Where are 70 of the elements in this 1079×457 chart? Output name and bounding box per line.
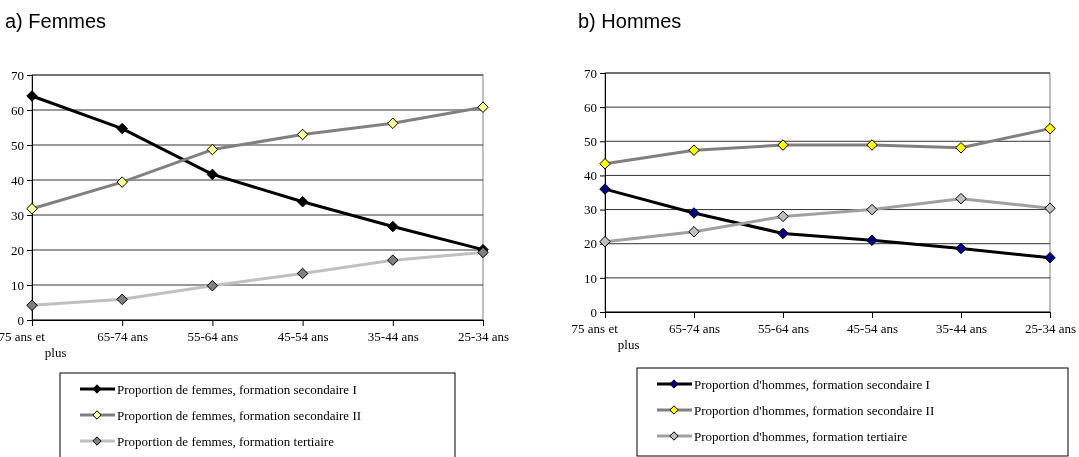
point — [26, 90, 38, 102]
point — [866, 139, 878, 151]
chart-title: a) Femmes — [5, 10, 107, 32]
point — [26, 202, 38, 215]
y-tick-label: 60 — [11, 102, 24, 118]
legend-label: Proportion d'hommes, formation secondaire I — [694, 377, 930, 392]
x-tick-label: 75 ans et plus — [0, 329, 67, 360]
point — [387, 220, 399, 233]
y-tick-label: 50 — [584, 133, 597, 149]
y-tick-label: 40 — [11, 172, 24, 188]
point — [116, 122, 128, 135]
legend-label: Proportion d'hommes, formation tertiaire — [694, 429, 908, 444]
x-tick-label: 65-74 ans — [669, 321, 720, 337]
point — [599, 183, 611, 195]
y-tick-label: 30 — [11, 207, 24, 223]
x-tick-label: 55-64 ans — [758, 321, 809, 337]
legend-label: Proportion de femmes, formation tertiaire — [117, 434, 335, 449]
point — [866, 203, 878, 216]
x-tick-label: 45-54 ans — [847, 321, 898, 337]
point — [688, 144, 700, 156]
y-tick-label: 10 — [11, 277, 24, 293]
point — [477, 101, 489, 113]
y-tick-label: 0 — [17, 312, 24, 328]
x-tick-label: 35-44 ans — [367, 329, 419, 345]
point — [777, 139, 789, 151]
y-tick-label: 60 — [584, 99, 597, 115]
point — [296, 128, 309, 141]
point — [1044, 251, 1056, 264]
point — [26, 299, 38, 312]
x-tick-label: 25-34 ans — [458, 329, 509, 345]
y-tick-label: 70 — [11, 67, 24, 83]
x-tick-label: 25-34 ans — [1025, 321, 1076, 337]
point — [688, 226, 700, 238]
y-tick-label: 20 — [584, 236, 597, 252]
point — [296, 267, 309, 280]
chart-title: b) Hommes — [578, 10, 682, 32]
point — [206, 143, 219, 156]
point — [206, 279, 219, 292]
point — [1044, 202, 1056, 214]
point — [206, 168, 219, 181]
x-tick-label: 45-54 ans — [277, 329, 329, 345]
point — [116, 176, 128, 188]
point — [777, 227, 789, 240]
y-tick-label: 10 — [584, 270, 597, 286]
x-tick-label: 35-44 ans — [936, 321, 987, 337]
point — [387, 254, 399, 266]
point — [599, 235, 611, 248]
point — [688, 207, 700, 219]
point — [777, 210, 789, 223]
x-tick-label: 55-64 ans — [187, 329, 239, 345]
point — [296, 195, 309, 208]
y-tick-label: 30 — [584, 202, 597, 218]
legend-label: Proportion d'hommes, formation secondaire II — [694, 403, 935, 418]
y-tick-label: 70 — [584, 65, 597, 81]
point — [599, 158, 611, 170]
point — [955, 242, 967, 255]
y-tick-label: 50 — [11, 137, 24, 153]
point — [116, 293, 128, 306]
point — [866, 234, 878, 247]
legend-label: Proportion de femmes, formation secondaire I — [117, 382, 357, 397]
point — [387, 117, 399, 130]
y-tick-label: 40 — [584, 168, 597, 184]
point — [1044, 122, 1056, 135]
point — [955, 192, 967, 205]
point — [955, 142, 967, 154]
legend-label: Proportion de femmes, formation secondaire II — [117, 408, 362, 423]
y-tick-label: 20 — [11, 242, 24, 258]
x-tick-label: 65-74 ans — [97, 329, 149, 345]
y-tick-label: 0 — [590, 304, 597, 320]
x-tick-label: 75 ans et plus — [571, 321, 640, 352]
